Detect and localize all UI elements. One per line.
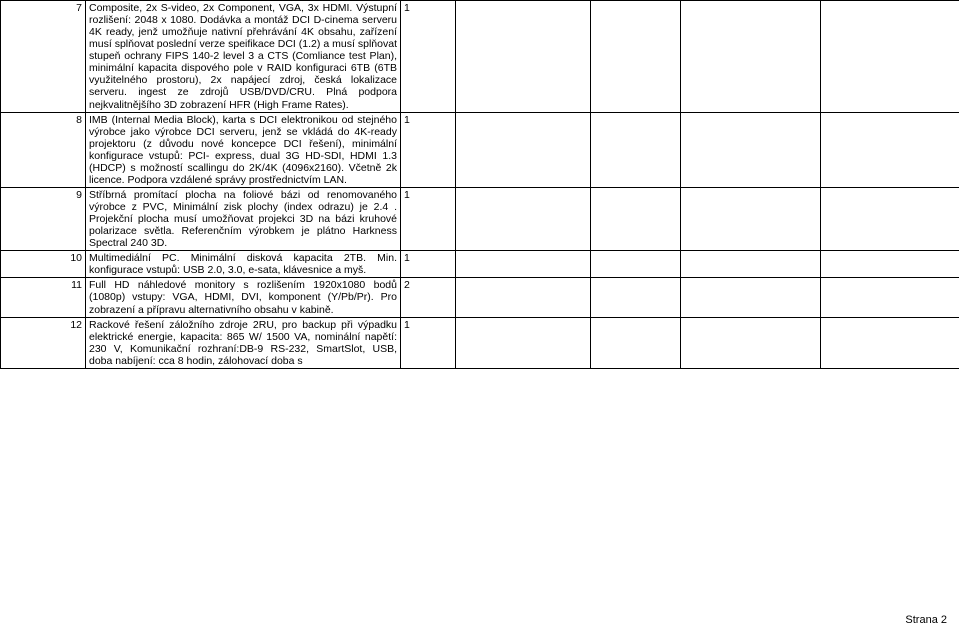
row-index: 12 (1, 317, 86, 368)
empty-cell (456, 1, 591, 113)
table-row: 7Composite, 2x S-video, 2x Component, VG… (1, 1, 959, 113)
empty-cell (456, 317, 591, 368)
row-description: IMB (Internal Media Block), karta s DCI … (86, 112, 401, 187)
empty-cell (591, 187, 681, 250)
empty-cell (591, 278, 681, 317)
page-footer: Strana 2 (905, 614, 947, 626)
row-index: 9 (1, 187, 86, 250)
empty-cell (681, 187, 821, 250)
empty-cell (821, 1, 959, 113)
empty-cell (681, 317, 821, 368)
empty-cell (821, 112, 959, 187)
row-quantity: 2 (401, 278, 456, 317)
empty-cell (456, 278, 591, 317)
row-description: Composite, 2x S-video, 2x Component, VGA… (86, 1, 401, 113)
table-row: 8IMB (Internal Media Block), karta s DCI… (1, 112, 959, 187)
empty-cell (456, 112, 591, 187)
empty-cell (456, 187, 591, 250)
empty-cell (591, 112, 681, 187)
empty-cell (681, 278, 821, 317)
row-quantity: 1 (401, 317, 456, 368)
row-index: 7 (1, 1, 86, 113)
row-quantity: 1 (401, 187, 456, 250)
empty-cell (821, 317, 959, 368)
empty-cell (591, 1, 681, 113)
row-description: Rackové řešení záložního zdroje 2RU, pro… (86, 317, 401, 368)
row-description: Full HD náhledové monitory s rozlišením … (86, 278, 401, 317)
empty-cell (681, 112, 821, 187)
row-index: 11 (1, 278, 86, 317)
empty-cell (591, 317, 681, 368)
row-quantity: 1 (401, 251, 456, 278)
empty-cell (681, 1, 821, 113)
empty-cell (821, 187, 959, 250)
table-row: 12Rackové řešení záložního zdroje 2RU, p… (1, 317, 959, 368)
row-quantity: 1 (401, 1, 456, 113)
empty-cell (821, 251, 959, 278)
table-row: 11Full HD náhledové monitory s rozlišení… (1, 278, 959, 317)
empty-cell (456, 251, 591, 278)
empty-cell (591, 251, 681, 278)
row-description: Multimediální PC. Minimální disková kapa… (86, 251, 401, 278)
row-index: 8 (1, 112, 86, 187)
table-row: 9Stříbrná promítací plocha na foliové bá… (1, 187, 959, 250)
row-quantity: 1 (401, 112, 456, 187)
empty-cell (681, 251, 821, 278)
page: 7Composite, 2x S-video, 2x Component, VG… (0, 0, 959, 632)
spec-table: 7Composite, 2x S-video, 2x Component, VG… (0, 0, 959, 369)
empty-cell (821, 278, 959, 317)
table-row: 10Multimediální PC. Minimální disková ka… (1, 251, 959, 278)
row-index: 10 (1, 251, 86, 278)
row-description: Stříbrná promítací plocha na foliové báz… (86, 187, 401, 250)
